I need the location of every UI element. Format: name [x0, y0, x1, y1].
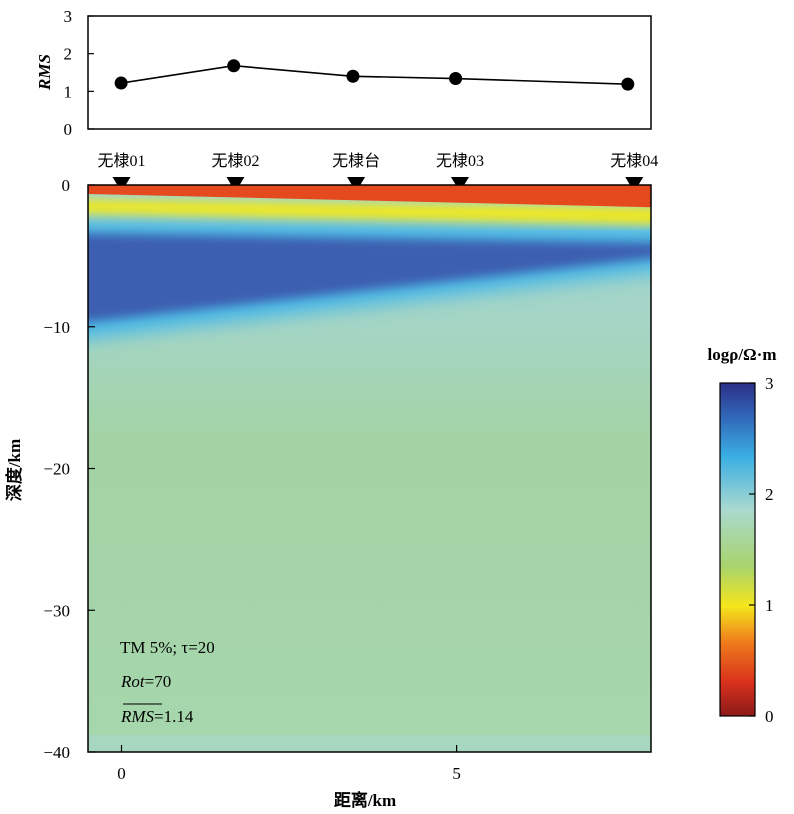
- colorbar-ticks: 0 1 2 3: [749, 374, 774, 726]
- station-label: 无棣04: [610, 152, 658, 170]
- model-y-ticks: 0 −10 −20 −30 −40: [43, 176, 95, 762]
- colorbar-tick-label: 2: [765, 485, 774, 504]
- station-label: 无棣02: [211, 152, 259, 170]
- resistivity-image: [88, 185, 651, 752]
- rms-y-tick-label: 3: [64, 7, 73, 26]
- annotation-rms-name: RMS: [120, 707, 155, 726]
- rms-y-tick-label: 2: [64, 45, 73, 64]
- rms-line: [120, 64, 628, 85]
- resistive-layer: [88, 233, 651, 322]
- station-markers: 无棣01 无棣02 无棣台 无棣03 无棣04: [98, 152, 658, 192]
- colorbar-tick-label: 1: [765, 596, 774, 615]
- annotation-rot-value: =70: [145, 672, 172, 691]
- rms-y-tick-label: 0: [64, 120, 73, 139]
- model-y-label: 深度/km: [4, 439, 24, 501]
- model-y-tick-label: 0: [62, 176, 71, 195]
- rms-frame: [87, 15, 652, 130]
- model-y-tick-label: −40: [43, 743, 70, 762]
- rms-panel: 0 1 2 3 RMS: [35, 7, 652, 139]
- surface-conductive-layer: [88, 185, 651, 208]
- station-label: 无棣01: [98, 152, 146, 170]
- station-label: 无棣03: [436, 152, 484, 170]
- annotation-rot-name: Rot: [120, 672, 146, 691]
- rms-y-label: RMS: [35, 54, 54, 91]
- model-x-tick-label: 0: [117, 764, 126, 783]
- annotation-rms-value: =1.14: [154, 707, 194, 726]
- colorbar-title: logρ/Ω·m: [708, 345, 777, 364]
- colorbar-tick-label: 0: [765, 707, 774, 726]
- colorbar-gradient: [719, 382, 756, 717]
- model-y-tick-label: −30: [43, 601, 70, 620]
- colorbar-tick-label: 3: [765, 374, 774, 393]
- colorbar: logρ/Ω·m 0 1 2 3: [708, 345, 777, 726]
- station-label: 无棣台: [332, 152, 380, 170]
- model-y-tick-label: −20: [43, 460, 70, 479]
- rms-point: [346, 69, 360, 83]
- rms-point: [621, 77, 635, 91]
- rms-y-tick-label: 1: [64, 82, 73, 101]
- annotation-rot: Rot=70: [120, 672, 171, 691]
- model-x-tick-label: 5: [452, 764, 461, 783]
- conductor-transition: [88, 199, 651, 225]
- rms-y-ticks: 0 1 2 3: [64, 7, 94, 139]
- annotation-tm: TM 5%; τ=20: [120, 638, 215, 657]
- rms-points: [114, 59, 635, 91]
- annotation-rms: RMS=1.14: [120, 707, 194, 726]
- rms-point: [114, 76, 128, 90]
- model-y-tick-label: −10: [43, 318, 70, 337]
- rms-point: [227, 59, 241, 73]
- deep-band-1: [88, 735, 651, 752]
- model-x-label: 距离/km: [334, 790, 396, 810]
- rms-point: [449, 72, 463, 86]
